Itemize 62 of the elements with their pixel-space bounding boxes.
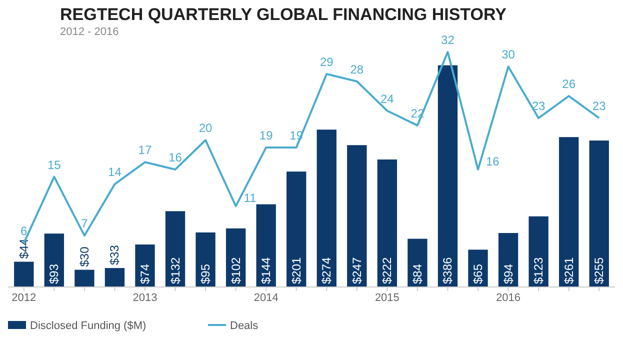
x-tick-label: 2016 bbox=[496, 292, 521, 304]
data-label: $123 bbox=[532, 256, 546, 284]
legend-label: Disclosed Funding ($M) bbox=[30, 320, 146, 332]
legend-label: Deals bbox=[230, 320, 259, 332]
data-label: $74 bbox=[138, 264, 152, 284]
data-label: $65 bbox=[471, 264, 486, 284]
data-label: $201 bbox=[289, 256, 304, 284]
data-label: 14 bbox=[108, 165, 122, 180]
bar bbox=[74, 270, 94, 287]
data-label: 20 bbox=[198, 121, 213, 136]
x-tick-label: 2012 bbox=[12, 292, 36, 304]
data-label: $222 bbox=[380, 256, 394, 284]
data-label: $274 bbox=[320, 256, 334, 284]
data-label: 7 bbox=[81, 216, 88, 231]
data-label: $261 bbox=[562, 256, 576, 284]
bar bbox=[256, 204, 276, 287]
bar bbox=[438, 65, 458, 287]
bar bbox=[589, 140, 609, 287]
bar bbox=[196, 232, 216, 287]
chart-subtitle: 2012 - 2016 bbox=[60, 26, 119, 38]
data-label: $255 bbox=[592, 256, 606, 284]
bar bbox=[408, 238, 428, 287]
data-label: $247 bbox=[350, 256, 364, 284]
chart-title: REGTECH QUARTERLY GLOBAL FINANCING HISTORY bbox=[60, 5, 508, 24]
data-label: $132 bbox=[168, 256, 182, 284]
bar bbox=[135, 244, 155, 287]
data-label: 17 bbox=[138, 143, 152, 158]
data-label: $84 bbox=[410, 264, 424, 284]
data-label: 16 bbox=[168, 150, 182, 164]
bar bbox=[528, 216, 548, 287]
bar bbox=[104, 268, 125, 287]
data-label: $144 bbox=[259, 256, 274, 284]
data-label: 6 bbox=[20, 224, 28, 238]
data-label: 23 bbox=[592, 99, 606, 114]
bar bbox=[316, 130, 336, 287]
data-label: 26 bbox=[562, 77, 576, 92]
bar bbox=[165, 211, 186, 287]
bar bbox=[286, 172, 306, 287]
bar bbox=[347, 145, 367, 287]
data-label: $386 bbox=[440, 256, 455, 284]
data-label: 29 bbox=[320, 55, 334, 70]
data-label: $93 bbox=[47, 264, 62, 284]
data-label: 16 bbox=[486, 154, 500, 168]
data-label: $94 bbox=[501, 264, 516, 284]
x-tick-label: 2014 bbox=[254, 292, 278, 304]
data-label: 28 bbox=[350, 62, 364, 76]
data-label: $44 bbox=[16, 238, 31, 259]
data-label: $102 bbox=[228, 256, 243, 284]
bar bbox=[558, 137, 579, 287]
bar bbox=[14, 262, 34, 287]
data-label: $30 bbox=[77, 246, 92, 267]
data-label: 19 bbox=[259, 128, 274, 142]
data-label: 24 bbox=[380, 92, 394, 106]
data-label: 15 bbox=[47, 158, 62, 172]
data-label: 30 bbox=[502, 48, 516, 62]
bar bbox=[377, 159, 398, 287]
x-tick-label: 2015 bbox=[374, 292, 400, 304]
data-label: 32 bbox=[441, 33, 455, 47]
x-tick-label: 2013 bbox=[132, 292, 158, 304]
data-label: 11 bbox=[244, 191, 257, 206]
data-label: $33 bbox=[108, 244, 122, 266]
data-label: $95 bbox=[198, 264, 213, 284]
